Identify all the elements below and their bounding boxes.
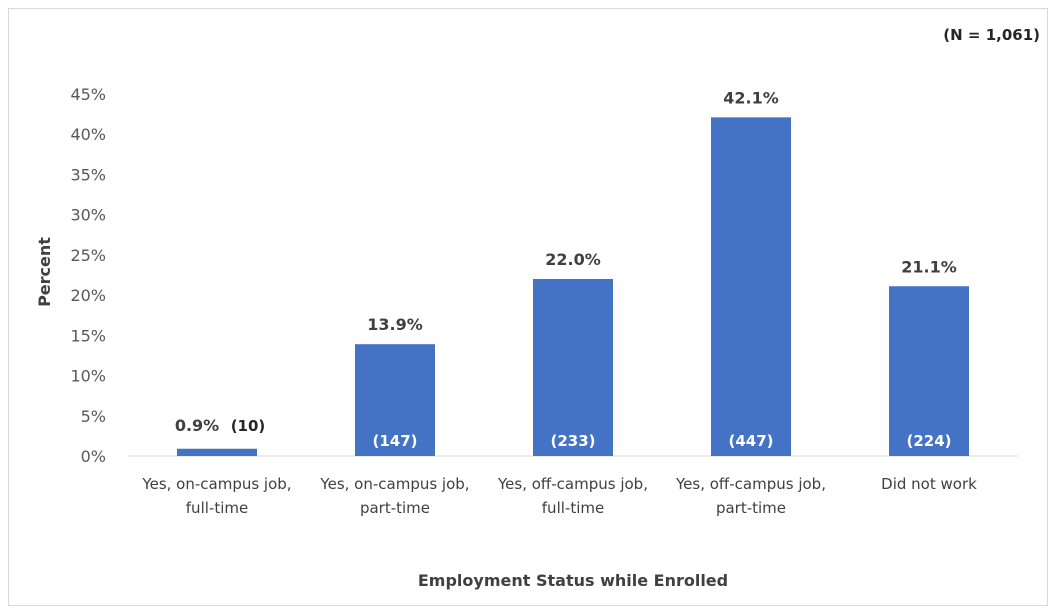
bar — [177, 448, 257, 456]
bar — [355, 344, 435, 456]
x-tick-label: Yes, off-campus job, — [497, 475, 648, 493]
sample-size-note: (N = 1,061) — [943, 26, 1040, 44]
count-label: (224) — [906, 432, 951, 450]
x-tick-label: full-time — [542, 499, 604, 517]
bar — [533, 279, 613, 456]
y-tick-label: 10% — [70, 367, 106, 386]
data-label: 13.9% — [367, 315, 423, 334]
y-tick-label: 5% — [81, 407, 106, 426]
y-tick-label: 0% — [81, 447, 106, 466]
data-label: 21.1% — [901, 257, 957, 276]
y-tick-label: 15% — [70, 326, 106, 345]
y-tick-label: 30% — [70, 206, 106, 225]
count-label: (233) — [550, 432, 595, 450]
count-label: (147) — [372, 432, 417, 450]
y-tick-label: 45% — [70, 85, 106, 104]
bar — [711, 117, 791, 456]
chart-frame — [8, 8, 1048, 606]
data-label: 0.9% — [175, 416, 219, 435]
x-tick-label: Yes, on-campus job, — [141, 475, 291, 493]
x-tick-label: Yes, on-campus job, — [319, 475, 469, 493]
y-tick-label: 35% — [70, 165, 106, 184]
x-tick-label: part-time — [716, 499, 786, 517]
y-tick-label: 25% — [70, 246, 106, 265]
x-tick-label: full-time — [186, 499, 248, 517]
x-tick-label: Yes, off-campus job, — [675, 475, 826, 493]
y-tick-label: 40% — [70, 125, 106, 144]
x-tick-label: Did not work — [881, 475, 977, 493]
bar — [889, 286, 969, 456]
y-tick-label: 20% — [70, 286, 106, 305]
x-axis-title: Employment Status while Enrolled — [418, 571, 728, 590]
x-tick-label: part-time — [360, 499, 430, 517]
y-axis-title: Percent — [35, 237, 54, 307]
data-label: 42.1% — [723, 88, 779, 107]
count-label: (10) — [231, 417, 266, 435]
count-label: (447) — [728, 432, 773, 450]
data-label: 22.0% — [545, 250, 601, 269]
